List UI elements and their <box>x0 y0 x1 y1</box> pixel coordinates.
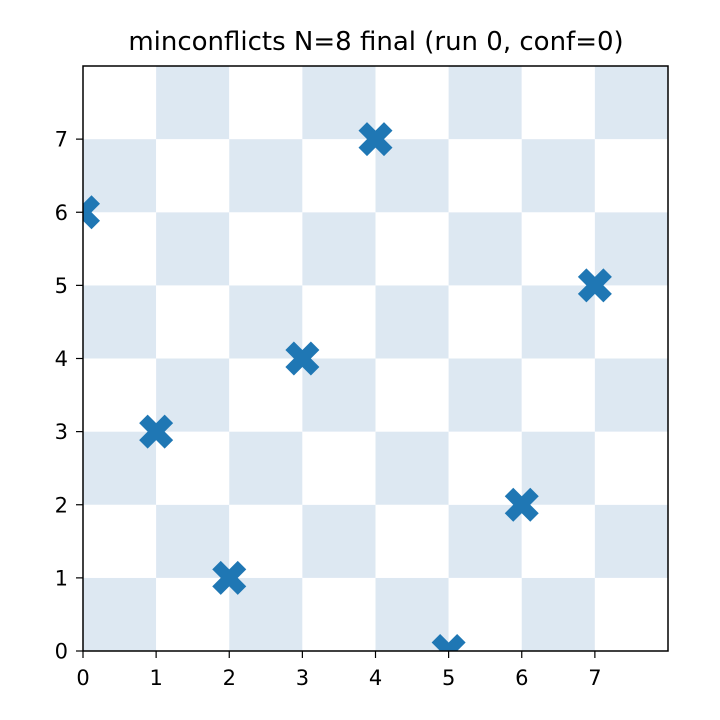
board-square <box>302 212 376 286</box>
board-square <box>594 358 668 432</box>
board-square <box>594 577 668 651</box>
x-tick-label: 5 <box>442 666 455 690</box>
board-square <box>229 139 303 213</box>
board-square <box>229 212 303 286</box>
board-square <box>375 504 449 578</box>
board-square <box>156 285 230 359</box>
board-square <box>521 139 595 213</box>
y-tick-label: 0 <box>55 640 68 664</box>
board-square <box>302 431 376 505</box>
queen-marker <box>504 487 539 522</box>
y-tick-label: 6 <box>55 201 68 225</box>
queen-marker <box>83 195 100 230</box>
board-square <box>83 504 157 578</box>
board-square <box>594 504 668 578</box>
board-square <box>375 358 449 432</box>
board-square <box>521 577 595 651</box>
y-tick-label: 5 <box>55 274 68 298</box>
board-square <box>229 431 303 505</box>
queen-marker <box>431 634 466 651</box>
board-square <box>302 504 376 578</box>
board-square <box>448 139 522 213</box>
board-square <box>448 358 522 432</box>
y-tick-label: 1 <box>55 566 68 590</box>
y-tick-label: 7 <box>55 128 68 152</box>
y-tick-label: 4 <box>55 347 68 371</box>
board-square <box>448 212 522 286</box>
board-square <box>156 212 230 286</box>
board-square <box>83 285 157 359</box>
board-square <box>302 577 376 651</box>
x-tick-label: 1 <box>149 666 162 690</box>
board-square <box>521 66 595 140</box>
board-square <box>83 66 157 140</box>
queen-marker <box>577 268 612 303</box>
board-square <box>83 577 157 651</box>
chessboard-background <box>83 66 668 651</box>
board-square <box>375 431 449 505</box>
queen-marker <box>212 560 247 595</box>
y-tick-label: 3 <box>55 420 68 444</box>
board-square <box>448 66 522 140</box>
board-square <box>375 212 449 286</box>
board-square <box>594 431 668 505</box>
y-tick-label: 2 <box>55 493 68 517</box>
board-square <box>229 66 303 140</box>
x-tick-label: 6 <box>515 666 528 690</box>
queen-marker <box>285 341 320 376</box>
x-tick-label: 0 <box>76 666 89 690</box>
board-square <box>375 285 449 359</box>
board-square <box>594 66 668 140</box>
board-square <box>156 139 230 213</box>
board-square <box>521 358 595 432</box>
queen-markers <box>83 122 612 651</box>
board-square <box>594 139 668 213</box>
y-axis: 0 1 2 3 4 5 6 7 <box>55 128 83 664</box>
board-square <box>448 285 522 359</box>
queen-marker <box>358 122 393 157</box>
x-tick-label: 7 <box>588 666 601 690</box>
queen-marker <box>139 414 174 449</box>
x-tick-label: 3 <box>296 666 309 690</box>
chart-title: minconflicts N=8 final (run 0, conf=0) <box>128 27 623 57</box>
x-tick-label: 4 <box>369 666 382 690</box>
x-axis: 0 1 2 3 4 5 6 7 <box>76 651 602 690</box>
board-square <box>156 66 230 140</box>
x-tick-label: 2 <box>223 666 236 690</box>
